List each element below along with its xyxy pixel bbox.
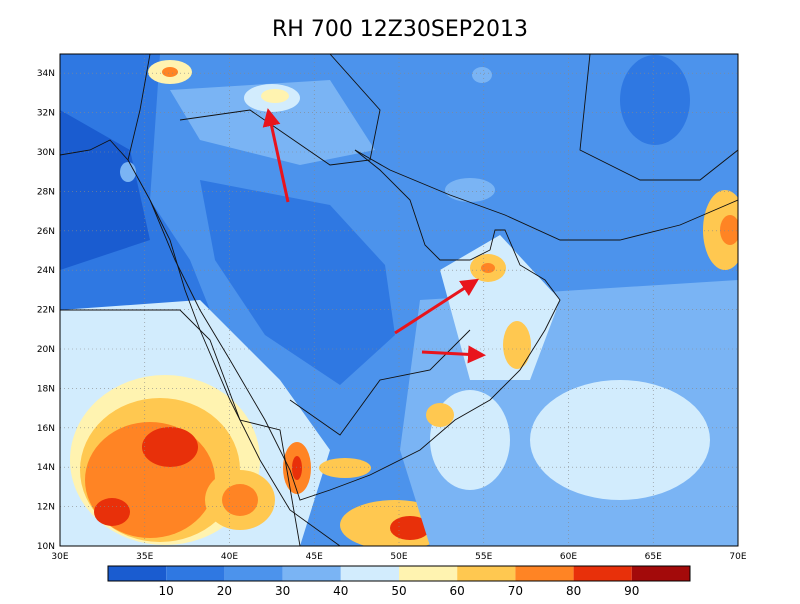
lon-label: 45E	[306, 552, 323, 562]
field-region	[319, 458, 371, 478]
border	[579, 54, 738, 181]
colorbar-label: 80	[566, 584, 581, 598]
lat-label: 24N	[37, 266, 55, 276]
coastline	[127, 54, 561, 501]
field-region	[162, 67, 178, 77]
field-region	[292, 456, 302, 480]
colorbar-label: 90	[624, 584, 639, 598]
lat-label: 18N	[37, 384, 55, 394]
field-region	[222, 484, 258, 516]
lon-label: 35E	[136, 552, 153, 562]
map-title: RH 700 12Z30SEP2013	[272, 17, 528, 42]
colorbar-label: 70	[508, 584, 523, 598]
arrow	[394, 278, 480, 335]
map-frame	[59, 53, 739, 547]
field-region	[481, 263, 495, 273]
field-region	[94, 498, 130, 526]
lon-label: 50E	[390, 552, 407, 562]
field	[60, 54, 738, 546]
lat-label: 22N	[37, 306, 55, 316]
field-region	[200, 180, 395, 385]
lon-label: 40E	[221, 552, 238, 562]
annotation-arrows	[262, 108, 486, 364]
colorbar-label: 10	[159, 584, 174, 598]
lat-label: 10N	[37, 542, 55, 552]
field-region	[720, 215, 738, 245]
colorbar-frame	[107, 565, 691, 582]
colorbar-box	[224, 566, 283, 581]
field-region	[620, 55, 690, 145]
colorbar-box	[108, 566, 167, 581]
lon-label: 60E	[560, 552, 577, 562]
coastline	[149, 199, 341, 546]
colorbar-label: 30	[275, 584, 290, 598]
colorbar-box	[515, 566, 574, 581]
coastlines	[60, 54, 738, 546]
field-region	[390, 516, 430, 540]
colorbar-box	[166, 566, 225, 581]
field-region	[445, 178, 495, 202]
lat-label: 32N	[37, 109, 55, 119]
lon-label: 70E	[729, 552, 746, 562]
colorbar-box	[399, 566, 458, 581]
lon-label: 65E	[645, 552, 662, 562]
coastline	[60, 139, 129, 161]
colorbar-label: 50	[391, 584, 406, 598]
field-region	[472, 67, 492, 83]
lat-label: 34N	[37, 69, 55, 79]
field-region	[120, 162, 136, 182]
lat-label: 14N	[37, 463, 55, 473]
colorbar-box	[340, 566, 399, 581]
border	[179, 54, 381, 166]
field-region	[426, 403, 454, 427]
lat-label: 16N	[37, 424, 55, 434]
arrow	[262, 108, 290, 203]
lat-label: 28N	[37, 187, 55, 197]
lat-label: 20N	[37, 345, 55, 355]
border	[289, 329, 471, 436]
lat-label: 30N	[37, 148, 55, 158]
lon-label: 30E	[51, 552, 68, 562]
field-region	[503, 321, 531, 369]
border	[60, 309, 301, 546]
field-region	[142, 427, 198, 467]
lat-label: 26N	[37, 227, 55, 237]
colorbar-box	[631, 566, 690, 581]
colorbar-box	[457, 566, 516, 581]
colorbar-box	[282, 566, 341, 581]
field-region	[261, 89, 289, 103]
colorbar-box	[573, 566, 632, 581]
coastline	[354, 149, 738, 241]
field-region	[530, 380, 710, 500]
colorbar: 10 20 30 40 50 60 70 80 90	[107, 565, 691, 598]
field-region	[60, 110, 150, 270]
colorbar-label: 60	[450, 584, 465, 598]
colorbar-label: 20	[217, 584, 232, 598]
lat-label: 12N	[37, 503, 55, 513]
lon-label: 55E	[475, 552, 492, 562]
arrow	[421, 345, 486, 364]
colorbar-label: 40	[333, 584, 348, 598]
